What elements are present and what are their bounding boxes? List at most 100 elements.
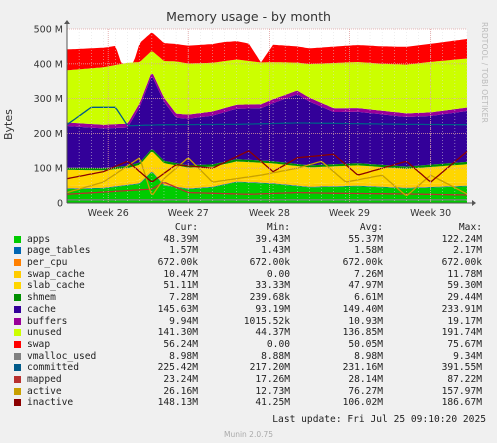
legend-row-page_tables: page_tables 1.57M 1.43M 1.58M 2.17M — [12, 245, 492, 257]
area-shmem — [67, 149, 467, 171]
legend-cur: 48.39M — [163, 233, 198, 245]
y-tick-label: 300 M — [34, 94, 63, 105]
legend-name: active — [27, 385, 62, 397]
rrdtool-watermark: RRDTOOL / TOBI OETIKER — [480, 22, 489, 123]
area-swap — [67, 32, 467, 71]
x-tick-label: Week 27 — [168, 208, 209, 219]
line-committed — [66, 106, 467, 127]
legend-row-inactive: inactive 148.13M 41.25M 106.02M 186.67M — [12, 397, 492, 409]
legend-max: 29.44M — [447, 292, 482, 304]
x-axis-arrow — [472, 200, 476, 206]
line-series — [66, 106, 468, 201]
y-axis-label: Bytes — [2, 109, 15, 140]
legend-max: 19.17M — [447, 315, 482, 327]
area-unused — [67, 51, 467, 125]
legend-name: slab_cache — [27, 280, 85, 292]
legend-name: per_cpu — [27, 257, 68, 269]
legend-header-avg: Avg: — [359, 222, 383, 233]
legend-min: 44.37M — [255, 327, 290, 339]
legend-min: 1015.52k — [243, 315, 290, 327]
legend-min: 93.19M — [255, 303, 290, 315]
legend-avg: 55.37M — [348, 233, 383, 245]
legend-header-cur: Cur: — [174, 222, 198, 233]
legend-swatch — [14, 294, 21, 302]
legend-cur: 23.24M — [163, 373, 198, 385]
y-tick-label: 400 M — [34, 59, 63, 70]
legend-swatch — [14, 352, 21, 360]
legend-name: shmem — [27, 292, 56, 304]
legend-row-unused: unused 141.30M 44.37M 136.85M 191.74M — [12, 327, 492, 339]
y-tick-labels: 0 100 M 200 M 300 M 400 M 500 M — [34, 25, 63, 210]
legend-header-min: Min: — [266, 222, 290, 233]
legend-name: committed — [27, 362, 79, 374]
legend-min: 217.20M — [249, 362, 290, 374]
legend-swatch — [14, 305, 21, 313]
legend-cur: 56.24M — [163, 338, 198, 350]
x-tick-label: Week 28 — [249, 208, 290, 219]
legend-swatch — [14, 247, 21, 255]
legend-cur: 51.11M — [163, 280, 198, 292]
legend-max: 672.00k — [441, 257, 482, 269]
legend-swatch — [14, 375, 21, 383]
legend-avg: 50.05M — [348, 338, 383, 350]
legend-max: 157.97M — [441, 385, 482, 397]
legend-cur: 672.00k — [157, 257, 198, 269]
legend-row-mapped: mapped 23.24M 17.26M 28.14M 87.22M — [12, 374, 492, 386]
legend-row-cache: cache 145.63M 93.19M 149.40M 233.91M — [12, 304, 492, 316]
legend-row-swap: swap 56.24M 0.00 50.05M 75.67M — [12, 339, 492, 351]
legend-max: 233.91M — [441, 303, 482, 315]
legend-avg: 231.16M — [342, 362, 383, 374]
legend-max: 391.55M — [441, 362, 482, 374]
legend-name: apps — [27, 233, 51, 245]
legend-avg: 1.58M — [354, 245, 383, 257]
legend-cur: 141.30M — [157, 327, 198, 339]
legend-min: 17.26M — [255, 373, 290, 385]
legend-name: swap_cache — [27, 268, 85, 280]
axes — [64, 20, 476, 206]
chart-title: Memory usage - by month — [166, 9, 331, 24]
legend-max: 75.67M — [447, 338, 482, 350]
legend-swatch — [14, 259, 21, 267]
legend-swatch — [14, 317, 21, 325]
legend-row-active: active 26.16M 12.73M 76.27M 157.97M — [12, 386, 492, 398]
legend-name: inactive — [27, 397, 74, 409]
y-tick-label: 200 M — [34, 129, 63, 140]
legend-avg: 6.61M — [354, 292, 383, 304]
legend-swatch — [14, 329, 21, 337]
area-apps — [67, 172, 467, 203]
legend-name: vmalloc_used — [27, 350, 97, 362]
legend-max: 87.22M — [447, 373, 482, 385]
legend-min: 672.00k — [249, 257, 290, 269]
area-slab_cache — [67, 151, 467, 186]
generator-label: Munin 2.0.75 — [223, 430, 274, 439]
legend-avg: 7.26M — [354, 268, 383, 280]
legend-name: unused — [27, 327, 62, 339]
legend-rows: apps 48.39M 39.43M 55.37M 122.24M page_tables… — [12, 234, 492, 409]
legend-avg: 76.27M — [348, 385, 383, 397]
legend-row-vmalloc_used: vmalloc_used 8.98M 8.88M 8.98M 9.34M — [12, 351, 492, 363]
legend-cur: 145.63M — [157, 303, 198, 315]
line-inactive — [66, 150, 468, 183]
legend-swatch — [14, 235, 21, 243]
legend-max: 11.78M — [447, 268, 482, 280]
y-tick-label: 100 M — [34, 164, 63, 175]
legend-name: mapped — [27, 373, 62, 385]
legend-name: page_tables — [27, 245, 91, 257]
legend-row-apps: apps 48.39M 39.43M 55.37M 122.24M — [12, 234, 492, 246]
legend-min: 239.68k — [249, 292, 290, 304]
area-cache — [67, 77, 467, 169]
legend-min: 33.33M — [255, 280, 290, 292]
legend-swatch — [14, 399, 21, 407]
legend-max: 2.17M — [453, 245, 482, 257]
x-tick-labels: Week 26 Week 27 Week 28 Week 29 Week 30 — [88, 208, 452, 219]
legend-row-committed: committed 225.42M 217.20M 231.16M 391.55M — [12, 362, 492, 374]
legend-max: 59.30M — [447, 280, 482, 292]
legend-avg: 10.93M — [348, 315, 383, 327]
legend-cur: 9.94M — [169, 315, 198, 327]
y-tick-label: 0 — [57, 199, 63, 210]
legend-max: 9.34M — [453, 350, 482, 362]
legend: Cur: Min: Avg: Max: apps 48.39M 39.43M 55.3… — [12, 222, 492, 409]
legend-row-buffers: buffers 9.94M 1015.52k 10.93M 19.17M — [12, 316, 492, 328]
